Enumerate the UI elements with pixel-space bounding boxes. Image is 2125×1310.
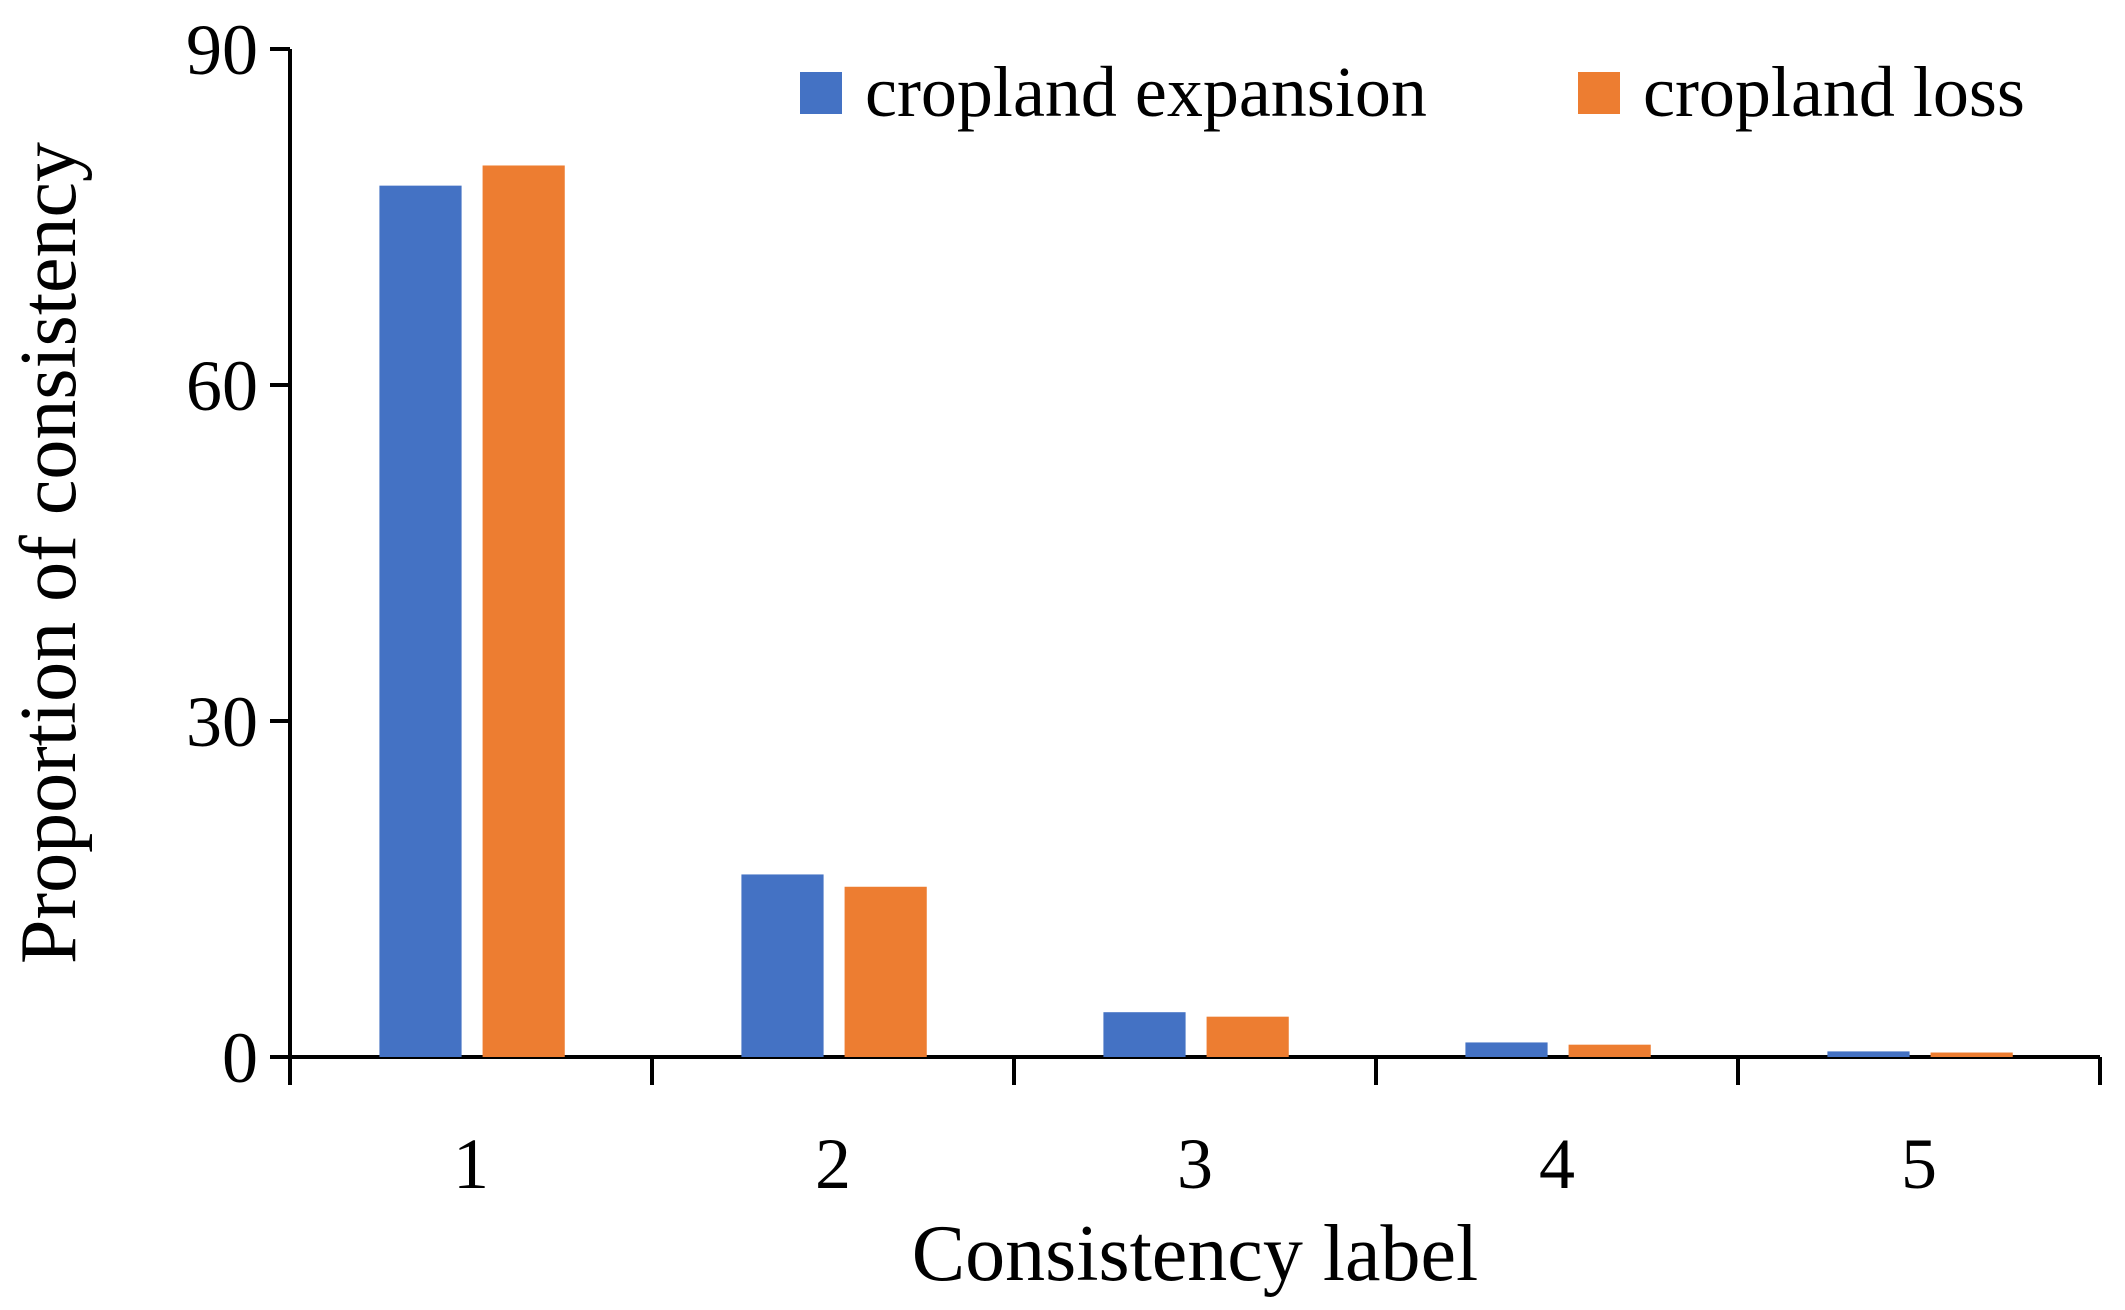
legend-swatch — [800, 72, 842, 114]
bar — [844, 886, 927, 1057]
legend-label: cropland loss — [1643, 52, 2025, 132]
legend-label: cropland expansion — [865, 52, 1427, 132]
y-tick-label: 90 — [186, 10, 258, 90]
y-axis-title: Proportion of consistency — [5, 142, 93, 964]
bar — [379, 185, 462, 1057]
x-tick-label: 5 — [1901, 1124, 1937, 1204]
bar — [741, 874, 824, 1057]
bar — [1568, 1044, 1651, 1057]
y-tick-label: 60 — [186, 346, 258, 426]
x-axis-title: Consistency label — [912, 1210, 1479, 1298]
bar — [482, 165, 565, 1058]
legend-swatch — [1578, 72, 1620, 114]
bar — [1827, 1051, 1910, 1057]
bar — [1465, 1042, 1548, 1057]
x-tick-label: 2 — [815, 1124, 851, 1204]
bar — [1930, 1052, 2013, 1057]
bar — [1206, 1016, 1289, 1057]
bar — [1103, 1012, 1186, 1057]
y-tick-label: 0 — [222, 1018, 258, 1098]
x-tick-label: 1 — [453, 1124, 489, 1204]
x-tick-label: 3 — [1177, 1124, 1213, 1204]
y-tick-label: 30 — [186, 682, 258, 762]
x-tick-label: 4 — [1539, 1124, 1575, 1204]
